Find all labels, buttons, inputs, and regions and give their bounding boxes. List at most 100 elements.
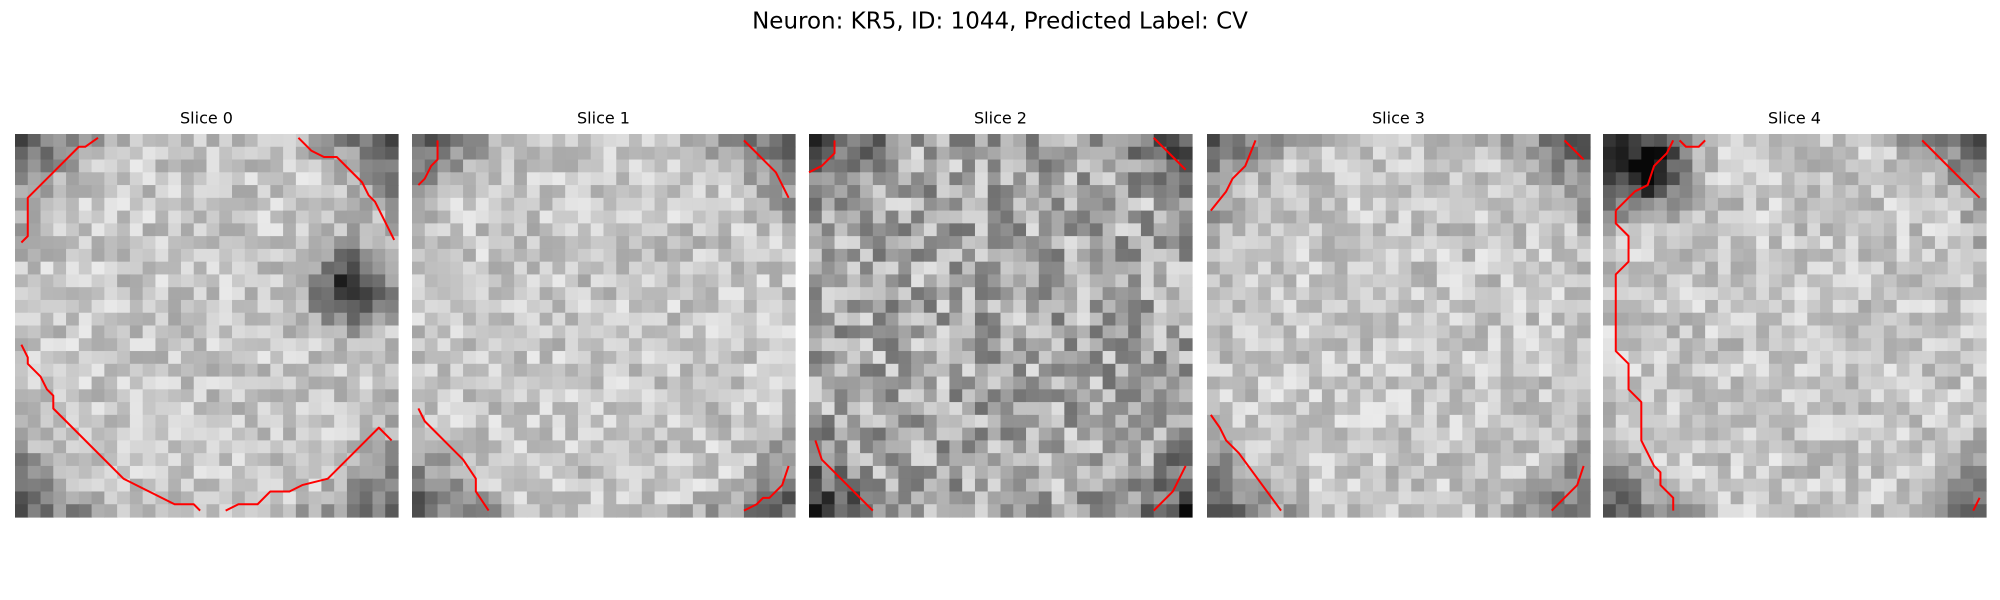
pixel bbox=[91, 223, 105, 237]
pixel bbox=[1102, 453, 1116, 467]
pixel bbox=[1207, 478, 1221, 493]
pixel bbox=[654, 172, 668, 186]
pixel bbox=[1128, 312, 1142, 327]
pixel bbox=[1883, 312, 1898, 327]
pixel bbox=[206, 274, 220, 288]
pixel bbox=[1615, 210, 1630, 224]
pixel bbox=[27, 248, 42, 263]
pixel bbox=[949, 363, 963, 378]
pixel bbox=[1692, 325, 1706, 339]
pixel bbox=[1424, 338, 1438, 352]
pixel bbox=[1845, 414, 1859, 429]
pixel bbox=[974, 312, 989, 327]
pixel bbox=[1411, 504, 1425, 518]
contour bbox=[743, 139, 790, 199]
pixel bbox=[1692, 223, 1706, 237]
pixel bbox=[718, 248, 732, 263]
pixel bbox=[1026, 478, 1040, 493]
pixel bbox=[1577, 440, 1591, 454]
pixel bbox=[936, 427, 951, 441]
pixel bbox=[1283, 274, 1297, 288]
pixel bbox=[565, 223, 579, 237]
pixel bbox=[78, 427, 93, 441]
pixel bbox=[821, 210, 836, 224]
pixel bbox=[66, 338, 80, 352]
pixel bbox=[577, 261, 592, 276]
pixel bbox=[962, 504, 976, 518]
pixel bbox=[450, 389, 464, 403]
pixel bbox=[1026, 312, 1040, 327]
pixel bbox=[949, 299, 963, 314]
pixel bbox=[1309, 185, 1323, 199]
pixel bbox=[705, 146, 719, 161]
pixel bbox=[53, 478, 67, 493]
pixel bbox=[565, 465, 579, 480]
pixel bbox=[821, 478, 836, 493]
pixel bbox=[66, 427, 80, 441]
pixel bbox=[66, 248, 80, 263]
pixel bbox=[641, 299, 656, 314]
pixel bbox=[1321, 312, 1336, 327]
pixel bbox=[539, 274, 554, 288]
pixel bbox=[526, 134, 541, 148]
pixel bbox=[53, 197, 67, 212]
pixel bbox=[15, 185, 29, 199]
pixel bbox=[1603, 338, 1617, 352]
pixel bbox=[860, 261, 874, 276]
pixel bbox=[1475, 274, 1489, 288]
pixel bbox=[1781, 478, 1796, 493]
pixel bbox=[168, 465, 182, 480]
pixel bbox=[1679, 287, 1693, 301]
pixel bbox=[1372, 338, 1387, 352]
pixel bbox=[667, 491, 681, 505]
pixel bbox=[1245, 223, 1259, 237]
pixel bbox=[514, 325, 528, 339]
pixel bbox=[1321, 427, 1336, 441]
pixel bbox=[911, 338, 925, 352]
pixel bbox=[898, 453, 912, 467]
pixel bbox=[66, 504, 80, 518]
pixel bbox=[257, 338, 271, 352]
pixel bbox=[346, 478, 361, 493]
pixel bbox=[1679, 261, 1693, 276]
pixel bbox=[78, 223, 93, 237]
pixel bbox=[743, 146, 758, 161]
pixel bbox=[1781, 197, 1796, 212]
pixel bbox=[809, 351, 823, 365]
pixel bbox=[1102, 287, 1116, 301]
pixel bbox=[526, 185, 541, 199]
pixel bbox=[129, 325, 144, 339]
pixel bbox=[1207, 504, 1221, 518]
pixel bbox=[1641, 351, 1655, 365]
pixel bbox=[1026, 338, 1040, 352]
pixel bbox=[1462, 491, 1476, 505]
pixel bbox=[1424, 248, 1438, 263]
pixel bbox=[424, 376, 439, 390]
pixel bbox=[872, 363, 887, 378]
pixel bbox=[66, 274, 80, 288]
pixel bbox=[1258, 299, 1272, 314]
pixel bbox=[1385, 491, 1400, 505]
pixel bbox=[705, 185, 719, 199]
pixel bbox=[372, 338, 386, 352]
pixel bbox=[539, 261, 554, 276]
pixel bbox=[450, 172, 464, 186]
pixel bbox=[1051, 248, 1065, 263]
pixel bbox=[117, 287, 131, 301]
pixel bbox=[270, 376, 284, 390]
pixel bbox=[1347, 134, 1361, 148]
pixel bbox=[244, 504, 259, 518]
pixel bbox=[1730, 491, 1745, 505]
pixel bbox=[1577, 376, 1591, 390]
pixel bbox=[936, 351, 951, 365]
pixel bbox=[872, 338, 887, 352]
pixel bbox=[346, 491, 361, 505]
pixel bbox=[1871, 159, 1885, 173]
pixel bbox=[308, 223, 322, 237]
pixel bbox=[565, 427, 579, 441]
pixel bbox=[1013, 159, 1027, 173]
pixel bbox=[641, 159, 656, 173]
pixel bbox=[1013, 325, 1027, 339]
pixel bbox=[769, 427, 783, 441]
pixel bbox=[206, 312, 220, 327]
